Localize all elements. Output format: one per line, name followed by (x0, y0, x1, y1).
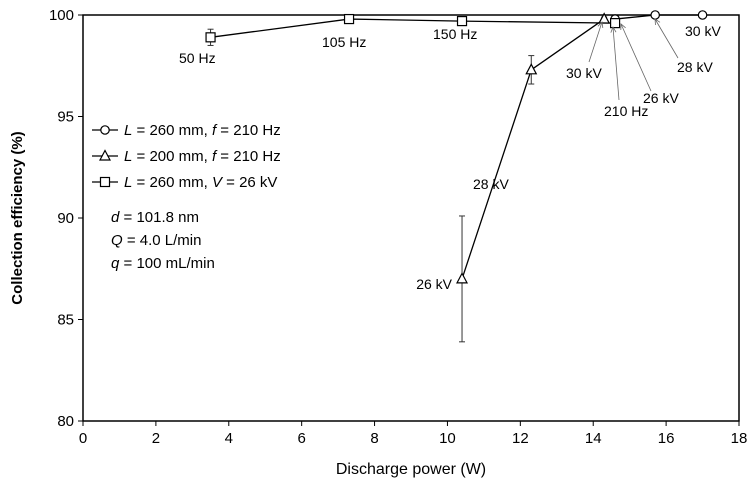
y-tick-label: 85 (57, 312, 74, 329)
circle-marker (650, 10, 660, 20)
legend-triangle-marker (99, 149, 111, 161)
series-line (210, 18, 616, 38)
legend-entry: L = 200 mm, f = 210 Hz (124, 148, 281, 165)
condition-value: = 101.8 nm (119, 209, 199, 226)
x-tick-label: 0 (79, 430, 87, 447)
axis-ticks: 0 2 4 6 8 10 12 14 16 18 80 85 90 95 100 (49, 7, 747, 447)
triangle-marker (456, 272, 469, 284)
data-label: 26 kV (416, 276, 452, 292)
triangle-marker (525, 63, 538, 75)
circle-marker (697, 10, 708, 20)
legend-text-part: L (124, 174, 132, 191)
legend-text-part: = 260 mm, (132, 174, 212, 191)
x-tick-label: 12 (512, 430, 529, 447)
x-tick-label: 4 (225, 430, 233, 447)
data-label: 30 kV (566, 65, 602, 81)
legend-text-part: f (212, 148, 218, 165)
legend-text-part: = 210 Hz (216, 148, 281, 165)
series-layer (205, 10, 708, 343)
x-tick-label: 6 (297, 430, 305, 447)
condition-variable: q (111, 255, 120, 272)
series-line (461, 18, 605, 280)
x-tick-label: 14 (585, 430, 602, 447)
x-tick-label: 16 (658, 430, 675, 447)
y-tick-label: 80 (57, 413, 74, 430)
square-marker (609, 18, 621, 29)
legend-text-part: = 210 Hz (216, 122, 281, 139)
legend-text-part: L (124, 122, 132, 139)
condition-value: = 4.0 L/min (123, 232, 202, 249)
condition-value: = 100 mL/min (119, 255, 214, 272)
annotation-layer: 26 kV 28 kV 30 kV 26 kV 28 kV 30 kV 50 Hz 105 H… (179, 18, 721, 292)
legend-square-marker (99, 176, 111, 188)
annotation-arrowhead (610, 26, 617, 33)
data-label: 28 kV (677, 59, 713, 75)
data-label: 150 Hz (433, 26, 477, 42)
legend-circle-marker (100, 125, 110, 135)
square-marker (456, 15, 468, 27)
annotation-arrow (654, 18, 679, 59)
legend-text-part: = 26 kV (222, 174, 277, 191)
y-axis-title: Collection efficiency (%) (9, 131, 26, 304)
legend-text-part: = 260 mm, (132, 122, 212, 139)
legend-entry: L = 260 mm, V = 26 kV (124, 174, 277, 191)
legend-text-part: = 200 mm, (132, 148, 212, 165)
data-label: 105 Hz (322, 34, 366, 50)
condition-line: q = 100 mL/min (111, 255, 215, 272)
legend-text-part: L (124, 148, 132, 165)
legend: L = 260 mm, f = 210 HzL = 200 mm, f = 21… (92, 122, 281, 191)
annotation-arrowhead (597, 21, 604, 28)
data-label: 210 Hz (604, 103, 648, 119)
square-marker (343, 13, 355, 25)
condition-variable: d (111, 209, 120, 226)
annotation-arrowhead (620, 23, 626, 31)
y-tick-label: 90 (57, 210, 74, 227)
condition-variable: Q (111, 232, 123, 249)
y-tick-label: 95 (57, 109, 74, 126)
y-tick-label: 100 (49, 7, 74, 24)
annotation-arrow (588, 21, 603, 63)
legend-text-part: f (212, 122, 218, 139)
data-label: 30 kV (685, 23, 721, 39)
data-label: 28 kV (473, 176, 509, 192)
x-tick-label: 18 (731, 430, 748, 447)
annotation-arrowhead (654, 18, 661, 26)
x-tick-label: 8 (370, 430, 378, 447)
legend-text-part: V (212, 174, 224, 191)
data-label: 50 Hz (179, 50, 216, 66)
annotation-arrow (612, 26, 620, 101)
x-tick-label: 2 (152, 430, 160, 447)
data-label: 26 kV (643, 90, 679, 106)
condition-line: Q = 4.0 L/min (111, 232, 201, 249)
x-tick-label: 10 (439, 430, 456, 447)
square-marker (205, 32, 216, 43)
condition-line: d = 101.8 nm (111, 209, 199, 226)
legend-entry: L = 260 mm, f = 210 Hz (124, 122, 281, 139)
annotation-arrow (620, 23, 652, 92)
x-axis-title: Discharge power (W) (336, 461, 486, 478)
